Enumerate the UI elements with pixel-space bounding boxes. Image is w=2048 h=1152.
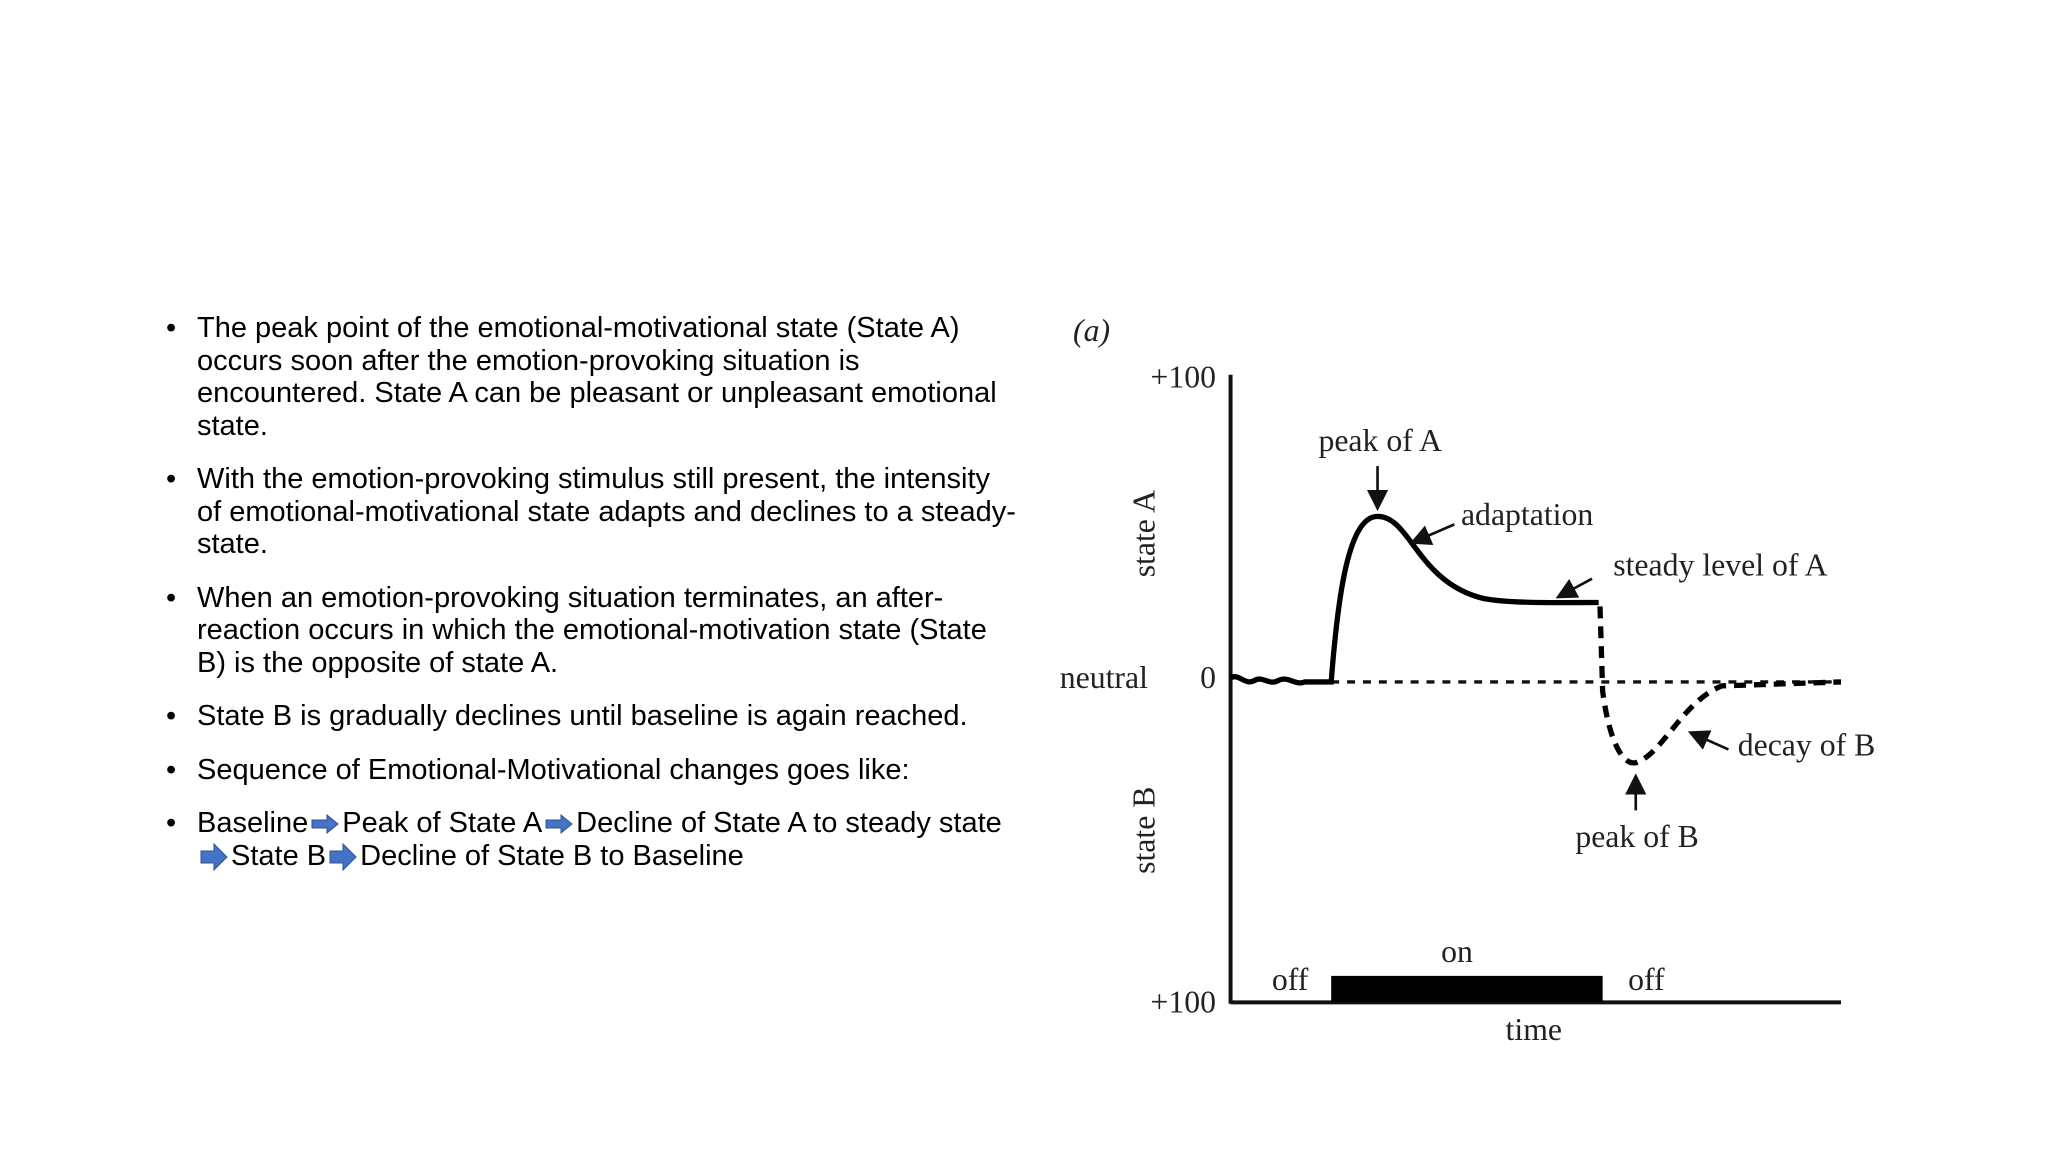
- sequence-step: Baseline: [197, 807, 309, 839]
- annotation: adaptation: [1461, 497, 1593, 532]
- sequence-step: Peak of State A: [342, 807, 543, 839]
- arrow-icon: [545, 814, 573, 835]
- annotation: peak of A: [1318, 423, 1442, 458]
- sequence-step: State B: [231, 839, 327, 872]
- stimulus-bar: [1331, 975, 1603, 1003]
- arrow: [1687, 730, 1729, 751]
- bullet-list: The peak point of the emotional-motivati…: [166, 312, 1016, 893]
- annotation: peak of B: [1575, 819, 1699, 854]
- sequence-step: Decline of State A to steady state: [576, 807, 1002, 839]
- arrow: [1409, 523, 1455, 545]
- axis-title: time: [1506, 1012, 1562, 1047]
- bullet: State B is gradually declines until base…: [166, 700, 1016, 733]
- annotation: steady level of A: [1613, 547, 1827, 582]
- arrow-icon: [311, 814, 340, 835]
- axis-title: state B: [1126, 787, 1161, 874]
- stimulus-label: off: [1272, 962, 1309, 997]
- axis-title: state A: [1126, 490, 1161, 577]
- neutral-label: neutral: [1060, 660, 1148, 695]
- bullet: Sequence of Emotional-Motivational chang…: [166, 754, 1016, 787]
- arrow-icon: [329, 842, 357, 871]
- annotation: decay of B: [1738, 727, 1876, 762]
- panel-label: (a): [1073, 313, 1110, 348]
- stimulus-label: off: [1628, 962, 1665, 997]
- bullet: When an emotion-provoking situation term…: [166, 582, 1016, 680]
- state-b-curve: [1597, 606, 1842, 766]
- bullet: With the emotion-provoking stimulus stil…: [166, 463, 1016, 561]
- bullet: The peak point of the emotional-motivati…: [166, 312, 1016, 442]
- axis-label: +100: [1150, 359, 1216, 394]
- stimulus-label: on: [1441, 934, 1473, 969]
- annotation-arrows: [1366, 466, 1729, 811]
- axis-label: +100: [1150, 984, 1216, 1019]
- arrow-icon: [200, 842, 228, 871]
- axis-label: 0: [1200, 660, 1216, 695]
- state-a-curve: [1229, 513, 1599, 686]
- sequence-step: Decline of State B to Baseline: [360, 839, 744, 872]
- arrow: [1555, 577, 1593, 599]
- axes: [1228, 374, 1841, 1005]
